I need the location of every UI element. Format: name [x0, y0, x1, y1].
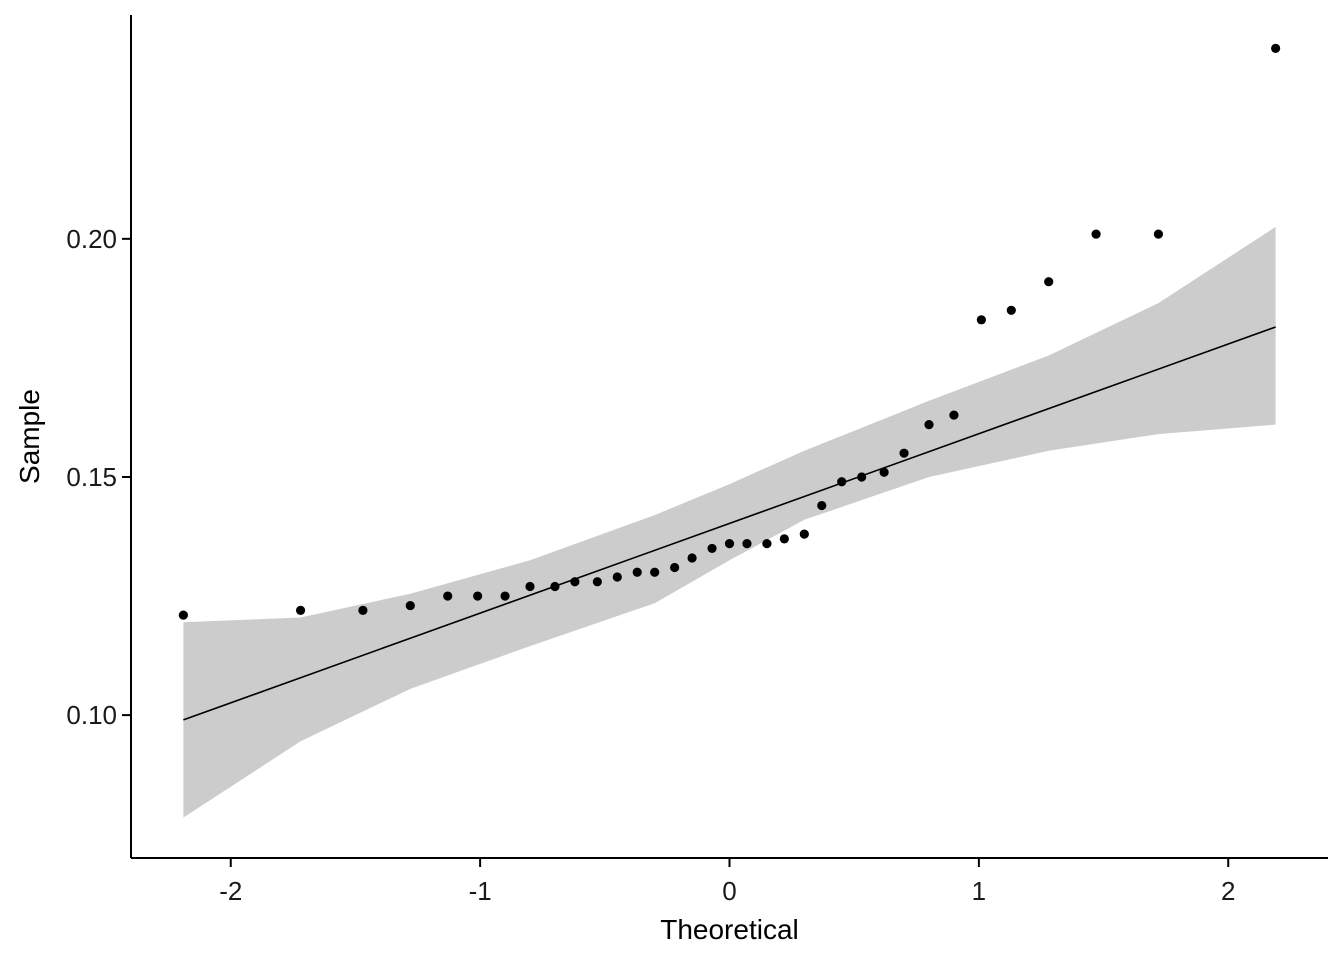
- sample-point: [837, 477, 847, 487]
- sample-points-layer: [178, 43, 1281, 620]
- sample-point: [724, 539, 735, 549]
- sample-point: [473, 591, 483, 601]
- x-tick-label: -1: [469, 876, 492, 906]
- sample-point: [924, 419, 934, 430]
- reference-line-layer: [183, 326, 1276, 721]
- sample-point: [879, 467, 889, 477]
- sample-point: [550, 581, 560, 592]
- sample-point: [899, 448, 909, 458]
- sample-point: [1153, 229, 1164, 239]
- sample-point: [1044, 277, 1054, 287]
- x-tick-label: 2: [1221, 876, 1235, 906]
- sample-point: [762, 539, 772, 549]
- y-tick-label: 0.20: [66, 224, 117, 254]
- confidence-band: [183, 226, 1276, 818]
- y-tick-label: 0.15: [66, 462, 117, 492]
- x-tick-label: -2: [219, 876, 242, 906]
- sample-point: [687, 553, 697, 563]
- sample-point: [632, 567, 642, 577]
- sample-point: [650, 567, 660, 577]
- sample-point: [592, 577, 602, 587]
- sample-point: [295, 605, 306, 615]
- sample-point: [799, 529, 809, 539]
- y-axis-title: Sample: [14, 389, 45, 484]
- sample-point: [857, 472, 867, 482]
- sample-point: [405, 600, 415, 611]
- y-axis-ticks: 0.10 0.15 0.20: [66, 224, 131, 730]
- sample-point: [1271, 43, 1281, 53]
- sample-point: [612, 572, 622, 582]
- sample-point: [976, 315, 986, 325]
- sample-point: [500, 591, 510, 601]
- x-axis-title: Theoretical: [660, 914, 799, 945]
- sample-point: [570, 577, 580, 587]
- sample-point: [178, 610, 188, 620]
- sample-point: [1006, 305, 1016, 315]
- axes: -2 -1 0 1 2 0.10 0.15 0.20: [66, 15, 1328, 906]
- reference-line: [183, 326, 1276, 721]
- sample-point: [949, 410, 959, 420]
- sample-point: [670, 562, 680, 573]
- x-tick-label: 0: [722, 876, 736, 906]
- sample-point: [742, 539, 752, 549]
- sample-point: [525, 581, 535, 592]
- sample-point: [358, 605, 368, 615]
- sample-point: [707, 543, 717, 554]
- x-tick-label: 1: [972, 876, 986, 906]
- sample-point: [443, 591, 453, 601]
- y-tick-label: 0.10: [66, 700, 117, 730]
- sample-point: [817, 500, 827, 511]
- sample-point: [1091, 229, 1101, 239]
- sample-point: [779, 534, 789, 544]
- x-axis-ticks: -2 -1 0 1 2: [219, 858, 1235, 906]
- confidence-band-layer: [183, 226, 1276, 818]
